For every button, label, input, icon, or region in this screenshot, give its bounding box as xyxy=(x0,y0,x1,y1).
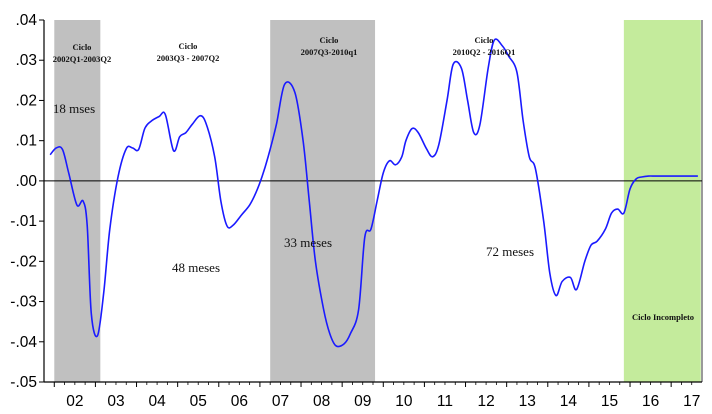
x-tick-label: 09 xyxy=(354,393,371,410)
cycle-2-range: 2003Q3 - 2007Q2 xyxy=(157,53,220,63)
cycle-4-range: 2010Q2 - 2016Q1 xyxy=(453,47,516,57)
cycle-3-range: 2007Q3-2010q1 xyxy=(301,47,358,57)
cycle-2-label: Ciclo xyxy=(179,41,198,51)
y-tick-label: .00 xyxy=(15,173,37,190)
cycle-1-label: Ciclo xyxy=(73,42,92,52)
cycle-3-label: Ciclo xyxy=(320,35,339,45)
y-tick-label: -.01 xyxy=(10,213,37,230)
x-tick-label: 03 xyxy=(107,393,124,410)
x-tick-label: 04 xyxy=(148,393,166,410)
x-tick-label: 08 xyxy=(313,393,330,410)
x-tick-label: 17 xyxy=(683,393,700,410)
series xyxy=(49,38,698,348)
cycle-1-duration: 18 mses xyxy=(53,101,95,116)
y-tick-label: -.05 xyxy=(10,374,37,391)
x-tick-label: 11 xyxy=(437,393,453,410)
shaded-regions xyxy=(54,20,701,382)
y-tick-label: .04 xyxy=(15,12,37,29)
y-tick-label: -.03 xyxy=(10,294,37,311)
annotations: Ciclo 2002Q1-2003Q2 18 mses Ciclo 2003Q3… xyxy=(53,35,694,322)
cycle-2-duration: 48 meses xyxy=(172,260,220,275)
x-tick-label: 07 xyxy=(272,393,289,410)
shaded-region-2 xyxy=(270,20,376,382)
axes: .04 .03 .02 .01 .00 -.01 -.02 -.03 -.04 -.05 02 03 0… xyxy=(10,12,703,410)
y-tick-label: .01 xyxy=(15,133,37,150)
x-tick-label: 02 xyxy=(66,393,83,410)
shaded-region-3 xyxy=(623,20,701,382)
y-tick-label: -.02 xyxy=(10,253,37,270)
cycle-1-range: 2002Q1-2003Q2 xyxy=(53,54,112,64)
y-tick-label: .03 xyxy=(15,52,37,69)
cycle-3-duration: 33 meses xyxy=(284,235,332,250)
y-tick-label: -.04 xyxy=(10,334,37,351)
x-tick-label: 12 xyxy=(477,393,494,410)
cycle-5-label: Ciclo Incompleto xyxy=(632,312,694,322)
x-tick-label: 13 xyxy=(519,393,536,410)
cycle-4-duration: 72 meses xyxy=(486,244,534,259)
x-tick-label: 16 xyxy=(642,393,659,410)
x-tick-label: 10 xyxy=(395,393,413,410)
y-tick-label: .02 xyxy=(15,92,37,109)
x-tick-label: 05 xyxy=(190,393,207,410)
x-tick-label: 06 xyxy=(231,393,248,410)
series-line-1 xyxy=(49,38,698,348)
x-tick-label: 14 xyxy=(560,393,578,410)
cycle-4-label: Ciclo xyxy=(475,35,494,45)
x-tick-label: 15 xyxy=(601,393,618,410)
